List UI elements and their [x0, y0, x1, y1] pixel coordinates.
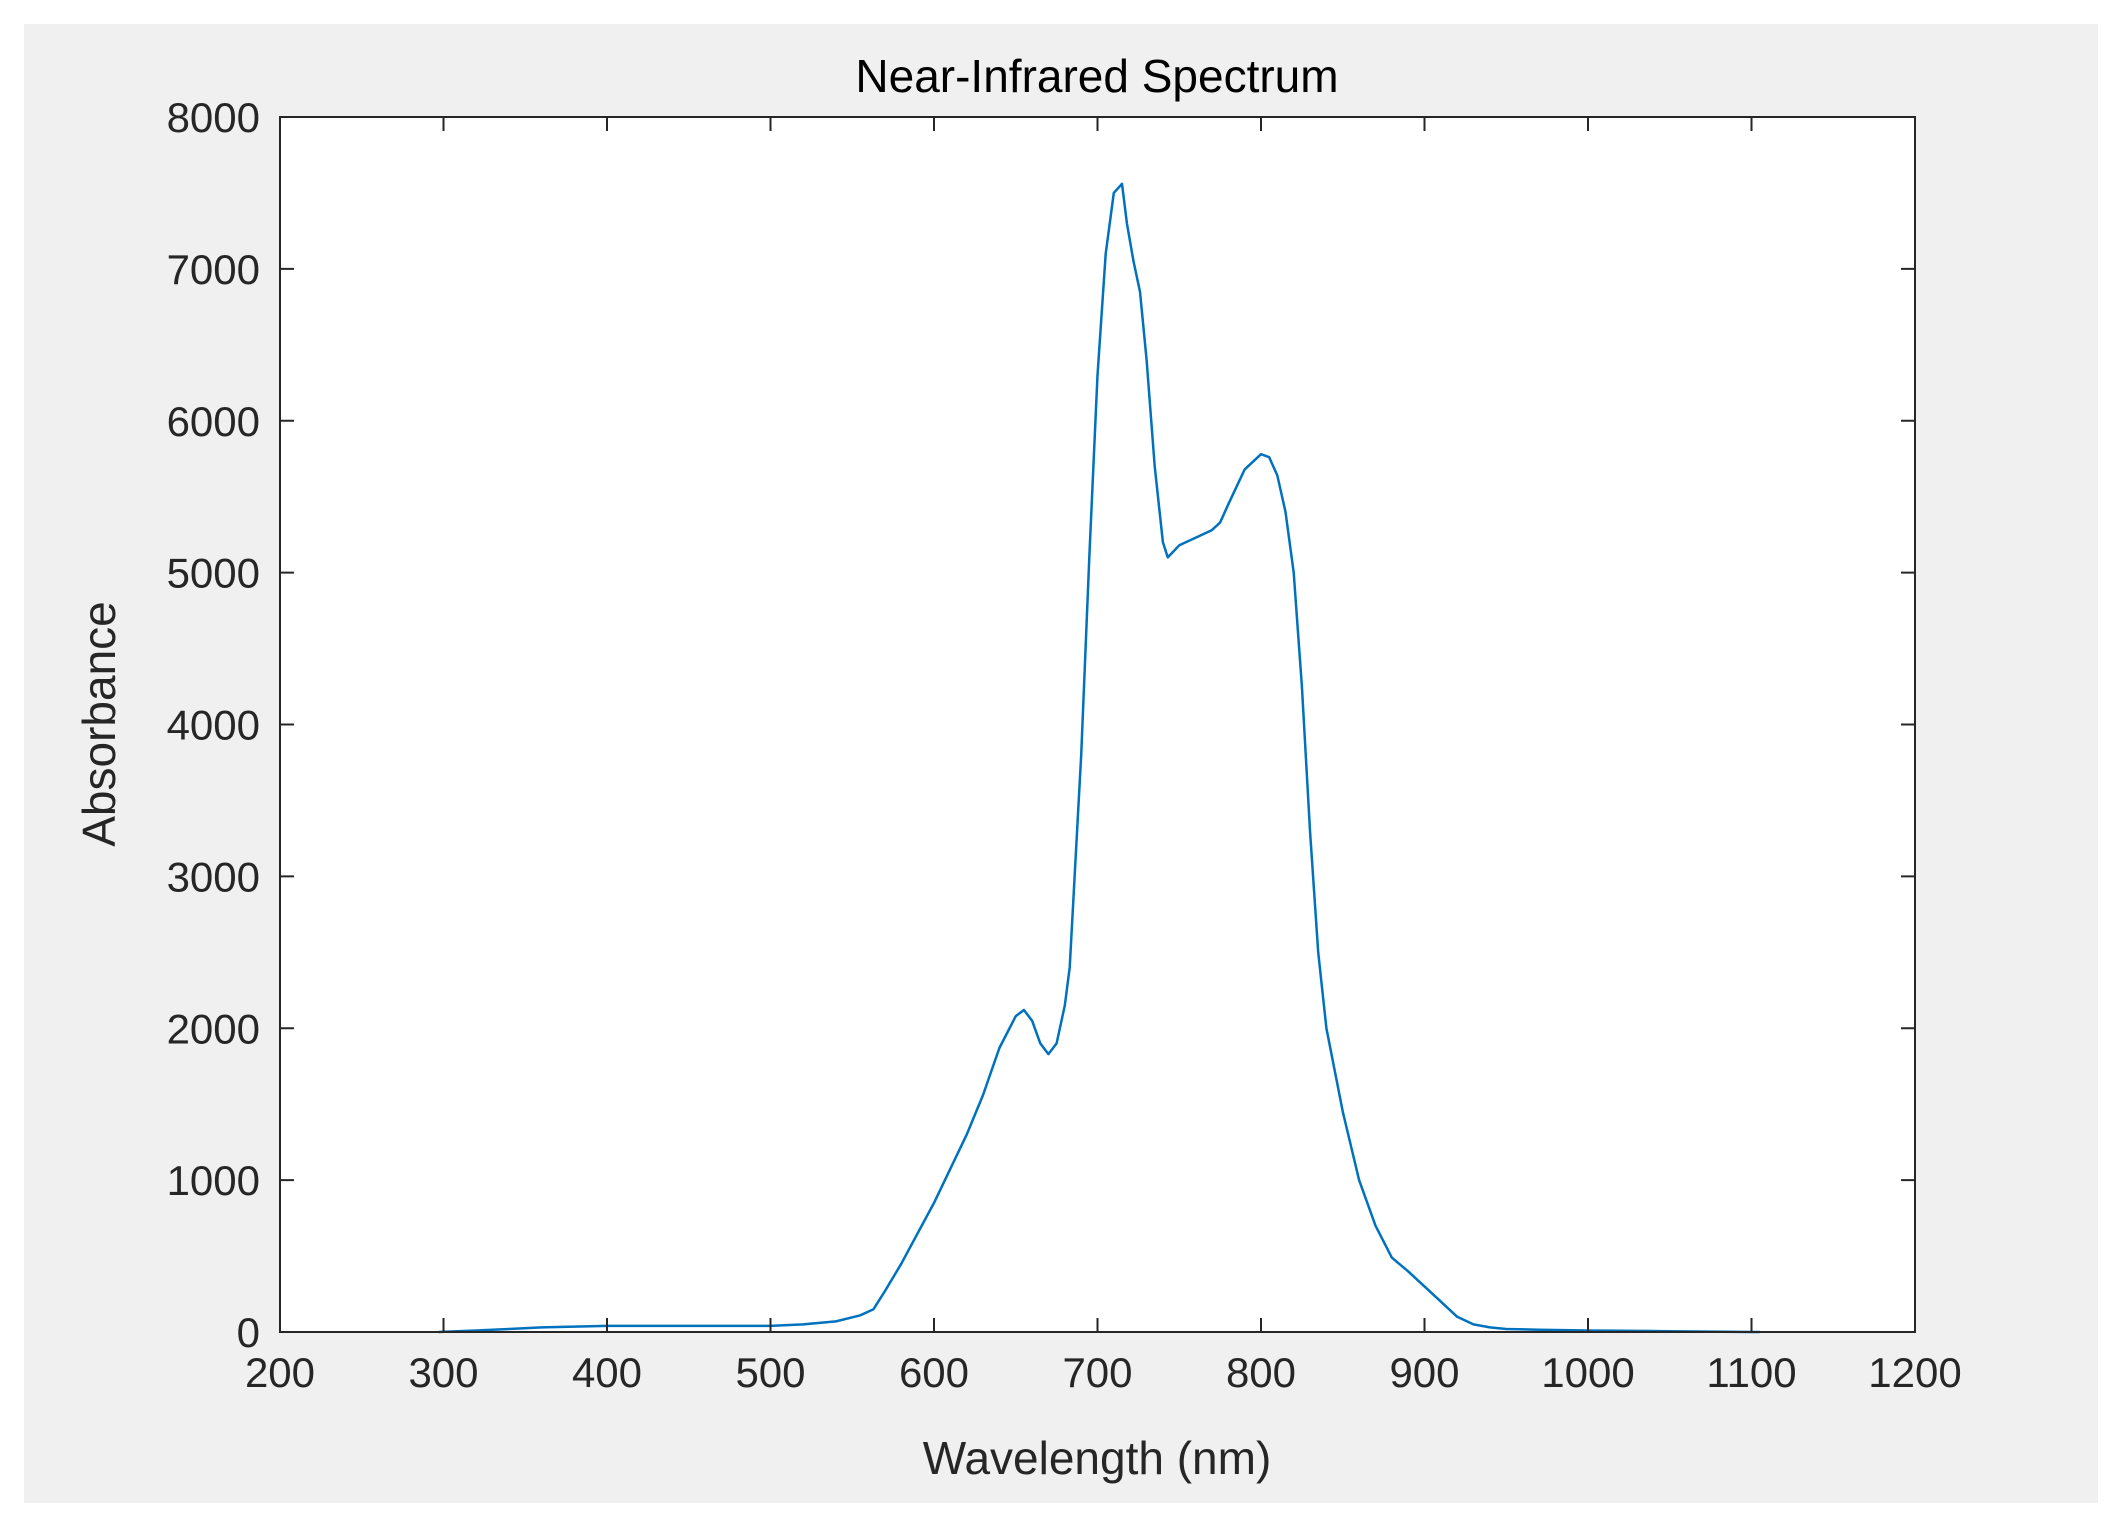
x-tick-label: 300: [408, 1349, 478, 1396]
y-tick-labels: 0 1000 2000 3000 4000 5000 6000 7000 8000: [167, 94, 260, 1356]
y-tick-label: 2000: [167, 1005, 260, 1052]
y-tick-label: 5000: [167, 550, 260, 597]
x-tick-labels: 200 300 400 500 600 700 800 900 1000 1100 1200: [245, 1349, 1962, 1396]
y-tick-label: 0: [237, 1309, 260, 1356]
spectrum-chart: 200 300 400 500 600 700 800 900 1000 1100 1200 0 10…: [73, 50, 1962, 1484]
x-tick-label: 700: [1062, 1349, 1132, 1396]
y-tick-label: 3000: [167, 853, 260, 900]
axes-frame: [279, 116, 1916, 1333]
y-tick-label: 1000: [167, 1157, 260, 1204]
y-tick-label: 7000: [167, 246, 260, 293]
x-tick-label: 600: [899, 1349, 969, 1396]
x-tick-label: 1000: [1541, 1349, 1634, 1396]
x-tick-label: 1100: [1706, 1349, 1796, 1396]
x-tick-label: 800: [1226, 1349, 1296, 1396]
y-tick-label: 4000: [167, 702, 260, 749]
y-tick-label: 8000: [167, 94, 260, 141]
x-tick-label: 900: [1389, 1349, 1459, 1396]
x-tick-label: 200: [245, 1349, 315, 1396]
spectrum-line: [438, 182, 1760, 1334]
plot-area: [280, 117, 1915, 1332]
figure-window: 200 300 400 500 600 700 800 900 1000 1100 1200 0 10…: [24, 24, 2098, 1503]
x-tick-label: 500: [735, 1349, 805, 1396]
x-tick-label: 400: [572, 1349, 642, 1396]
x-tick-label: 1200: [1868, 1349, 1961, 1396]
y-tick-label: 6000: [167, 398, 260, 445]
x-axis-title: Wavelength (nm): [923, 1432, 1272, 1484]
chart-title: Near-Infrared Spectrum: [855, 50, 1338, 102]
y-axis-title: Absorbance: [73, 601, 125, 847]
